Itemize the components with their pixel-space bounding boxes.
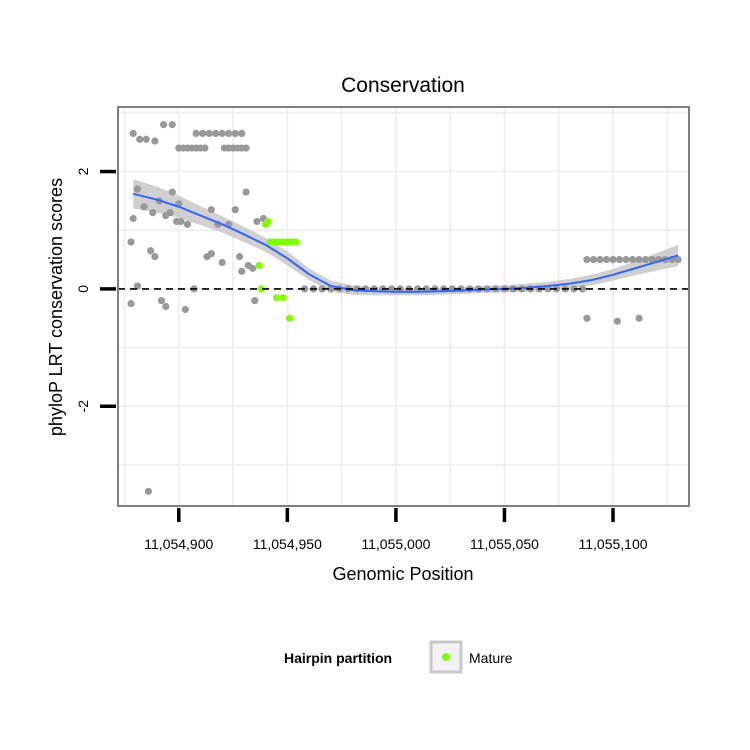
point-other: [146, 247, 155, 255]
point-other: [133, 185, 142, 193]
point-other: [212, 129, 220, 138]
point-other: [602, 255, 611, 264]
x-axis: 11,054,900 11,054,950 11,055,000 11,055,050…: [144, 508, 648, 552]
point-other: [570, 285, 578, 293]
point-other: [589, 255, 598, 264]
point-other: [151, 137, 159, 145]
point-other: [168, 188, 176, 196]
point-other: [674, 255, 682, 264]
point-other: [151, 253, 159, 261]
point-other: [628, 255, 637, 264]
point-other: [127, 299, 135, 308]
point-other: [129, 129, 137, 138]
point-other: [225, 129, 233, 138]
y-tick-label: 2: [75, 167, 91, 175]
point-other: [149, 209, 157, 217]
legend-title: Hairpin partition: [284, 650, 392, 666]
point-other: [609, 255, 617, 264]
point-other: [162, 302, 170, 311]
point-other: [635, 255, 643, 264]
point-other: [238, 267, 246, 275]
y-tick-label: 0: [75, 285, 91, 293]
x-tick-label: 11,055,000: [361, 536, 430, 552]
point-mature: [257, 285, 265, 293]
point-other: [192, 129, 200, 138]
panel-border: [117, 106, 690, 507]
point-other: [181, 305, 189, 314]
point-other: [218, 129, 226, 138]
point-other: [583, 314, 591, 322]
confidence-ribbon: [133, 179, 679, 296]
point-other: [583, 255, 591, 264]
point-mature: [255, 261, 263, 270]
point-other: [249, 264, 257, 272]
point-other: [205, 129, 213, 138]
point-mature: [264, 217, 272, 226]
point-other: [183, 220, 192, 228]
point-other: [166, 209, 174, 217]
point-other: [231, 206, 239, 214]
point-other: [242, 188, 250, 196]
line-layer: [118, 192, 689, 293]
point-other: [129, 214, 137, 223]
point-other: [199, 129, 207, 138]
point-other: [622, 255, 630, 264]
point-other: [218, 258, 226, 267]
point-mature: [279, 294, 287, 302]
point-other: [177, 217, 185, 226]
ribbon-layer: [133, 179, 679, 296]
point-other: [414, 285, 422, 293]
point-other: [235, 253, 244, 261]
y-axis: -2 0 2: [75, 167, 116, 412]
x-tick-label: 11,055,100: [578, 536, 647, 552]
point-other: [168, 121, 176, 129]
point-other: [579, 285, 587, 293]
point-other: [615, 255, 624, 264]
chart-title: Conservation: [341, 74, 465, 97]
legend-label-mature: Mature: [469, 650, 513, 666]
x-axis-label: Genomic Position: [332, 564, 473, 584]
point-other: [133, 282, 142, 290]
point-mature: [292, 238, 300, 246]
x-tick-label: 11,054,900: [144, 536, 213, 552]
point-other: [242, 144, 250, 152]
x-tick-label: 11,055,050: [470, 536, 539, 552]
point-other: [136, 135, 144, 143]
grid: [118, 107, 689, 506]
point-other: [144, 487, 152, 495]
x-tick-label: 11,054,950: [253, 536, 322, 552]
point-other: [207, 206, 215, 214]
point-other: [613, 317, 621, 325]
point-other: [159, 121, 168, 129]
point-other: [142, 135, 150, 143]
point-mature: [272, 294, 281, 302]
point-other: [596, 255, 604, 264]
point-other: [201, 144, 209, 152]
point-other: [231, 129, 239, 138]
point-other: [157, 297, 166, 305]
point-mature: [285, 314, 294, 322]
points-layer: [127, 121, 682, 495]
point-other: [635, 314, 643, 322]
point-other: [251, 297, 259, 305]
point-other: [253, 217, 261, 226]
point-other: [641, 255, 650, 264]
y-axis-label: phyloP LRT conservation scores: [46, 178, 66, 436]
point-other: [238, 129, 246, 138]
point-other: [648, 255, 656, 264]
legend: Hairpin partition Mature: [284, 640, 513, 674]
point-other: [127, 238, 135, 246]
smooth-line: [132, 192, 679, 293]
y-tick-label: -2: [75, 400, 91, 413]
point-other: [140, 203, 148, 211]
point-other: [207, 250, 215, 258]
legend-key-dot: [442, 653, 450, 661]
